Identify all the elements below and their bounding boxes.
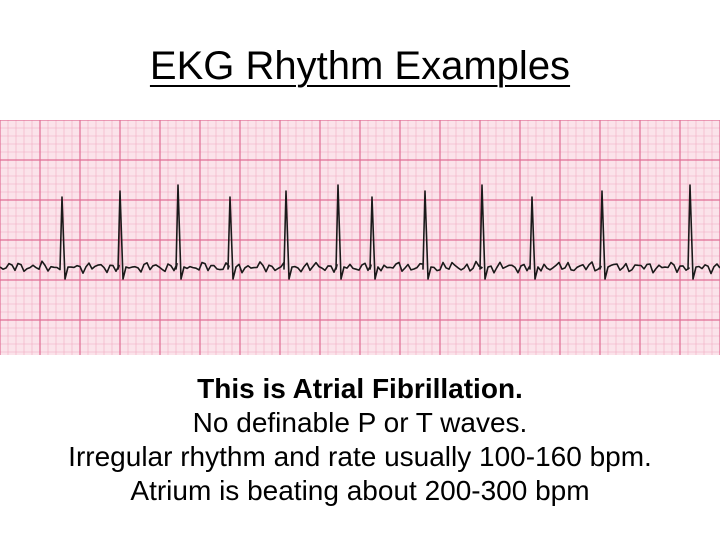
ekg-trace	[0, 184, 720, 280]
slide-caption: This is Atrial Fibrillation. No definabl…	[0, 372, 720, 508]
caption-heading: This is Atrial Fibrillation.	[197, 373, 523, 404]
slide-title: EKG Rhythm Examples	[0, 44, 720, 89]
caption-line-3: Atrium is beating about 200-300 bpm	[130, 475, 590, 506]
ekg-strip	[0, 120, 720, 355]
slide-title-text: EKG Rhythm Examples	[149, 44, 571, 88]
caption-line-1: No definable P or T waves.	[192, 407, 528, 438]
caption-line-2: Irregular rhythm and rate usually 100-16…	[68, 441, 652, 472]
